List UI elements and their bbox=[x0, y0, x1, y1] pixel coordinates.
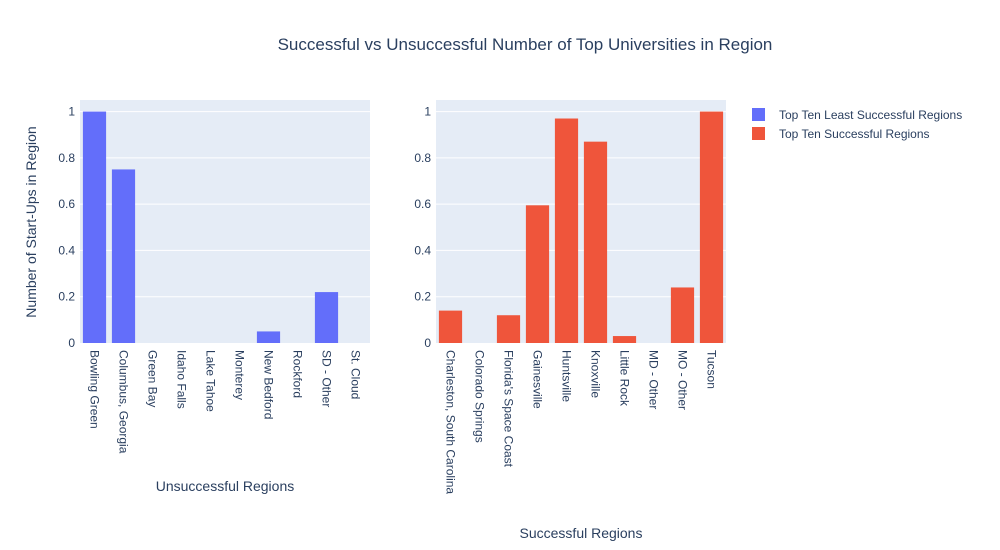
y-tick-label-successful: 0.6 bbox=[414, 197, 431, 211]
x-tick-label-mo-other: MO - Other bbox=[676, 350, 690, 410]
chart-title: Successful vs Unsuccessful Number of Top… bbox=[278, 35, 773, 54]
legend-label-successful: Top Ten Successful Regions bbox=[779, 127, 930, 141]
x-tick-label-bowling-green: Bowling Green bbox=[88, 350, 102, 429]
bar-huntsville[interactable] bbox=[554, 118, 579, 343]
plot-right: 0 0.2 0.4 0.6 0.8 1 Charleston, South Carolina… bbox=[414, 100, 726, 494]
x-tick-label-colorado-springs: Colorado Springs bbox=[473, 350, 487, 443]
x-tick-label-new-bedford: New Bedford bbox=[262, 350, 276, 419]
x-tick-label-green-bay: Green Bay bbox=[146, 350, 160, 407]
x-tick-label-lake-tahoe: Lake Tahoe bbox=[204, 350, 218, 412]
x-axis-title-left: Unsuccessful Regions bbox=[156, 478, 295, 494]
x-tick-label-charleston-south-carolina: Charleston, South Carolina bbox=[444, 350, 458, 494]
x-tick-label-tucson: Tucson bbox=[705, 350, 719, 389]
x-axis-title-right: Successful Regions bbox=[520, 525, 643, 541]
legend[interactable]: Top Ten Least Successful Regions Top Ten… bbox=[752, 108, 962, 141]
y-tick-label-successful: 0.2 bbox=[414, 290, 431, 304]
bar-gainesville[interactable] bbox=[525, 205, 550, 343]
x-tick-label-columbus-georgia: Columbus, Georgia bbox=[117, 350, 131, 454]
bar-new-bedford[interactable] bbox=[256, 331, 281, 343]
x-tick-label-idaho-falls: Idaho Falls bbox=[175, 350, 189, 409]
x-tick-label-knoxville: Knoxville bbox=[589, 350, 603, 398]
y-tick-label-unsuccessful: 1 bbox=[68, 105, 75, 119]
x-tick-label-huntsville: Huntsville bbox=[560, 350, 574, 402]
legend-swatch-least-successful bbox=[752, 108, 765, 121]
y-tick-label-unsuccessful: 0.2 bbox=[58, 290, 75, 304]
y-tick-label-unsuccessful: 0.6 bbox=[58, 197, 75, 211]
x-tick-label-monterey: Monterey bbox=[233, 350, 247, 400]
bar-mo-other[interactable] bbox=[670, 287, 695, 343]
legend-label-least-successful: Top Ten Least Successful Regions bbox=[779, 108, 962, 122]
x-tick-label-florida-s-space-coast: Florida's Space Coast bbox=[502, 350, 516, 468]
y-tick-label-unsuccessful: 0 bbox=[68, 336, 75, 350]
x-tick-label-st-cloud: St. Cloud bbox=[349, 350, 363, 399]
legend-swatch-successful bbox=[752, 127, 765, 140]
y-tick-label-successful: 0.4 bbox=[414, 243, 431, 257]
y-tick-label-successful: 0 bbox=[424, 336, 431, 350]
y-tick-label-unsuccessful: 0.8 bbox=[58, 151, 75, 165]
y-axis-title: Number of Start-Ups in Region bbox=[23, 126, 39, 317]
legend-item-least-successful[interactable]: Top Ten Least Successful Regions bbox=[752, 108, 962, 122]
x-tick-label-gainesville: Gainesville bbox=[531, 350, 545, 409]
y-tick-label-successful: 0.8 bbox=[414, 151, 431, 165]
legend-item-successful[interactable]: Top Ten Successful Regions bbox=[752, 127, 930, 141]
bar-florida-s-space-coast[interactable] bbox=[496, 315, 521, 343]
bar-sd-other[interactable] bbox=[314, 292, 339, 343]
bar-columbus-georgia[interactable] bbox=[111, 169, 136, 343]
bar-bowling-green[interactable] bbox=[82, 111, 107, 343]
x-tick-label-little-rock: Little Rock bbox=[618, 350, 632, 407]
plot-left: 0 0.2 0.4 0.6 0.8 1 Bowling Green Columbus, Geo… bbox=[58, 100, 370, 454]
bar-charleston-south-carolina[interactable] bbox=[438, 310, 463, 343]
x-tick-label-rockford: Rockford bbox=[291, 350, 305, 398]
y-tick-label-unsuccessful: 0.4 bbox=[58, 243, 75, 257]
bar-tucson[interactable] bbox=[699, 111, 724, 343]
x-tick-label-md-other: MD - Other bbox=[647, 350, 661, 409]
bar-little-rock[interactable] bbox=[612, 336, 637, 343]
x-tick-label-sd-other: SD - Other bbox=[320, 350, 334, 407]
bar-knoxville[interactable] bbox=[583, 141, 608, 343]
y-tick-label-successful: 1 bbox=[424, 105, 431, 119]
